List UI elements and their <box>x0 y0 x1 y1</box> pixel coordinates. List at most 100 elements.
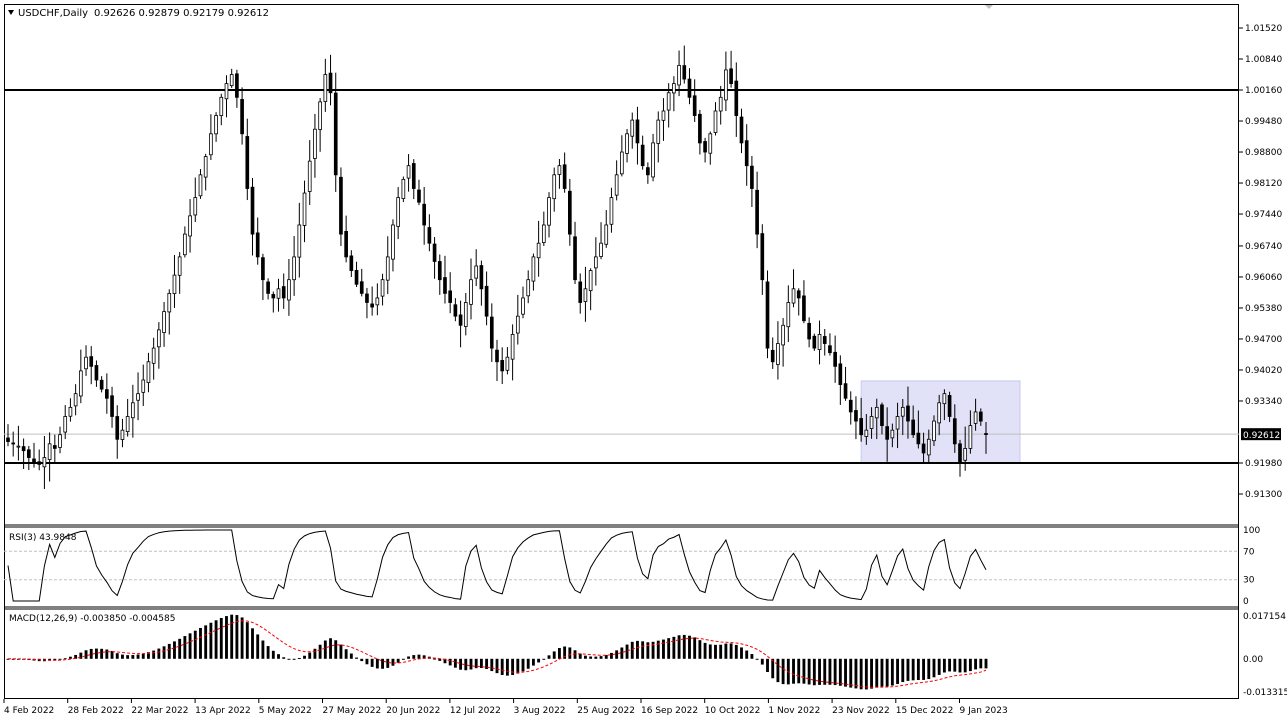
macd-histogram-bar <box>422 655 426 659</box>
macd-histogram-bar <box>360 658 364 662</box>
macd-histogram-bar <box>344 649 348 659</box>
candle <box>235 69 239 108</box>
candle <box>375 283 380 316</box>
candle <box>802 280 806 324</box>
macd-histogram-bar <box>464 658 468 671</box>
candle <box>807 317 811 348</box>
candle <box>583 266 588 322</box>
macd-histogram-bar <box>152 650 156 659</box>
macd-histogram-bar <box>105 649 109 659</box>
macd-histogram-bar <box>110 650 114 659</box>
candle <box>515 294 520 345</box>
candle <box>125 398 130 437</box>
date-tick-label: 16 Sep 2022 <box>641 706 698 716</box>
macd-histogram-bar <box>89 648 93 659</box>
macd-tick-label: 0.00 <box>1243 655 1263 665</box>
candle <box>869 407 874 439</box>
candle <box>952 404 957 453</box>
candle <box>63 405 68 440</box>
candle <box>78 349 83 404</box>
macd-histogram-bar <box>563 646 567 659</box>
macd-histogram-bar <box>693 637 697 659</box>
candle <box>458 300 463 348</box>
candle <box>229 68 234 88</box>
macd-histogram-bar <box>807 658 811 685</box>
macd-histogram-bar <box>459 658 463 670</box>
candle <box>718 85 723 125</box>
candle <box>744 124 749 186</box>
candle <box>594 237 598 286</box>
macd-histogram-bar <box>474 658 478 669</box>
candle <box>656 111 661 163</box>
macd-histogram-bar <box>219 617 223 659</box>
macd-histogram-bar <box>433 658 437 660</box>
candle <box>874 398 879 440</box>
macd-histogram-bar <box>251 628 254 659</box>
macd-histogram-bar <box>578 653 582 659</box>
macd-histogram-bar <box>979 658 983 669</box>
price-tick-label: 0.96060 <box>1245 273 1282 283</box>
price-tick-label: 0.94020 <box>1245 366 1282 376</box>
macd-histogram-bar <box>620 647 624 659</box>
price-tick-label: 0.94700 <box>1245 335 1282 345</box>
macd-histogram-bar <box>188 633 192 659</box>
candle <box>963 426 968 471</box>
macd-histogram-bar <box>557 648 561 659</box>
macd-histogram-bar <box>126 655 130 659</box>
candle <box>895 402 900 449</box>
candle <box>687 68 692 105</box>
macd-histogram-bar <box>589 656 593 659</box>
price-tick-label: 0.93340 <box>1245 397 1282 407</box>
macd-histogram-bar <box>948 658 952 672</box>
candle <box>739 108 744 154</box>
candle <box>817 320 822 365</box>
dropdown-triangle-icon[interactable] <box>8 10 14 15</box>
candle <box>557 159 562 189</box>
rsi-tick-label: 30 <box>1243 576 1255 586</box>
macd-histogram-bar <box>984 658 988 669</box>
price-tick-label: 0.99480 <box>1245 117 1282 127</box>
candle <box>99 376 104 393</box>
candle <box>682 45 687 84</box>
macd-histogram-bar <box>193 630 197 659</box>
macd-histogram-bar <box>162 646 166 659</box>
candle <box>276 278 281 312</box>
macd-histogram-bar <box>584 655 587 659</box>
candle <box>838 355 843 405</box>
macd-histogram-bar <box>542 658 546 660</box>
shift-marker-icon[interactable] <box>985 5 993 9</box>
macd-histogram-bar <box>225 616 228 659</box>
candle <box>921 432 926 464</box>
date-tick-label: 3 Aug 2022 <box>514 706 566 716</box>
candle <box>427 214 432 252</box>
macd-histogram-bar <box>391 658 395 666</box>
macd-histogram-bar <box>927 658 931 680</box>
candle <box>880 402 884 435</box>
macd-histogram-bar <box>890 658 894 686</box>
candle <box>562 152 567 193</box>
candle <box>661 98 666 141</box>
candle <box>495 339 499 381</box>
macd-histogram-bar <box>63 658 67 660</box>
candle <box>630 112 635 149</box>
macd-histogram-bar <box>178 638 182 659</box>
candle <box>932 415 936 447</box>
candle <box>328 54 333 106</box>
macd-histogram-bar <box>875 658 879 688</box>
candlestick-series <box>6 45 988 490</box>
price-tick-label: 1.01520 <box>1245 24 1282 34</box>
candle <box>21 438 26 469</box>
macd-histogram-bar <box>495 658 499 674</box>
candle <box>926 429 931 463</box>
date-tick-label: 28 Feb 2022 <box>68 706 124 716</box>
macd-histogram-bar <box>776 658 780 683</box>
macd-histogram-bar <box>911 658 915 681</box>
candle <box>365 287 369 319</box>
date-tick-label: 9 Jan 2023 <box>960 706 1008 716</box>
candle <box>505 347 510 375</box>
macd-histogram-bar <box>531 658 535 666</box>
macd-histogram-bar <box>963 658 967 673</box>
candle <box>422 186 427 245</box>
candle <box>292 236 296 296</box>
